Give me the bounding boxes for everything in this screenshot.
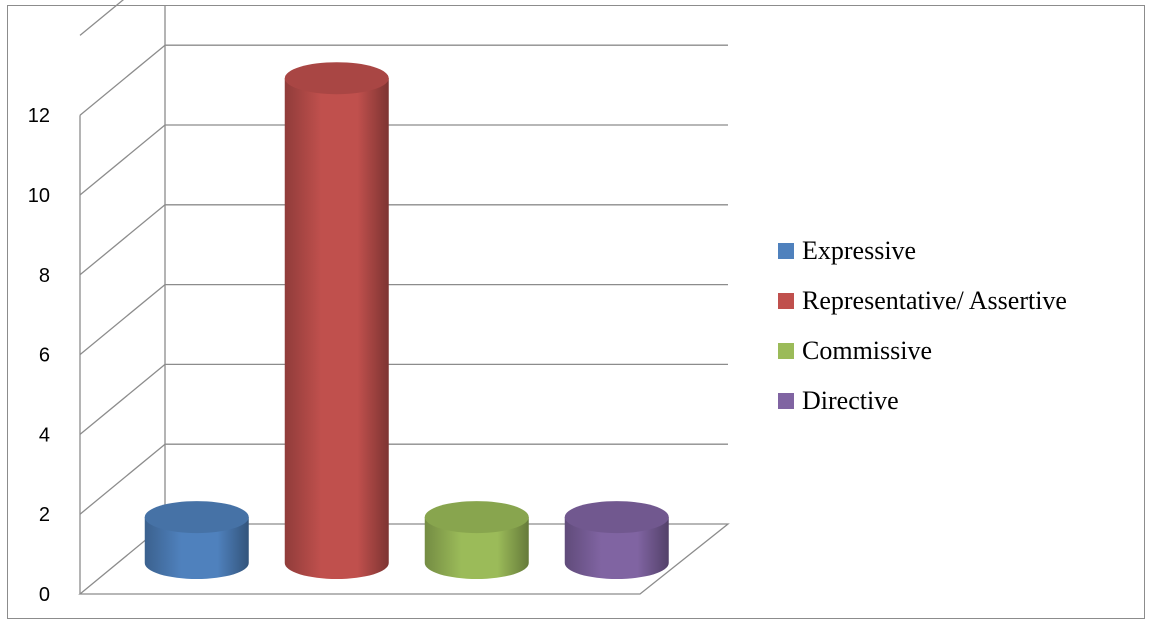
- y-tick-label: 0: [39, 584, 50, 606]
- legend-item: Representative/ Assertive: [778, 276, 1067, 326]
- bar: [565, 501, 669, 579]
- bar: [285, 62, 389, 579]
- legend-swatch: [778, 393, 794, 409]
- legend-swatch: [778, 343, 794, 359]
- legend-item: Directive: [778, 376, 1067, 426]
- legend-item: Commissive: [778, 326, 1067, 376]
- y-tick-label: 4: [39, 424, 50, 446]
- y-tick-label: 2: [39, 504, 50, 526]
- legend-swatch: [778, 243, 794, 259]
- gridline-side: [80, 364, 165, 434]
- gridline-side: [80, 285, 165, 355]
- legend-label: Directive: [802, 386, 899, 416]
- bar: [145, 501, 249, 579]
- gridline-side: [80, 125, 165, 195]
- y-tick-label: 8: [39, 265, 50, 287]
- bar-body: [285, 78, 389, 579]
- y-tick-label: 12: [28, 105, 50, 127]
- bar: [425, 501, 529, 579]
- bar-top: [565, 501, 669, 533]
- y-axis-ticks: 0 2 4 6 8 10 12: [28, 105, 50, 606]
- legend-label: Representative/ Assertive: [802, 286, 1067, 316]
- legend-item: Expressive: [778, 226, 1067, 276]
- legend: Expressive Representative/ Assertive Commi…: [778, 226, 1067, 426]
- legend-label: Expressive: [802, 236, 916, 266]
- legend-swatch: [778, 293, 794, 309]
- chart-bars: [145, 62, 669, 579]
- bar-top: [285, 62, 389, 94]
- gridline-side: [80, 444, 165, 514]
- bar-top: [145, 501, 249, 533]
- bar-top: [425, 501, 529, 533]
- legend-label: Commissive: [802, 336, 932, 366]
- gridline-side: [80, 45, 165, 115]
- y-tick-label: 6: [39, 345, 50, 367]
- gridline-side: [80, 0, 165, 35]
- gridline-side: [80, 205, 165, 275]
- y-tick-label: 10: [28, 185, 50, 207]
